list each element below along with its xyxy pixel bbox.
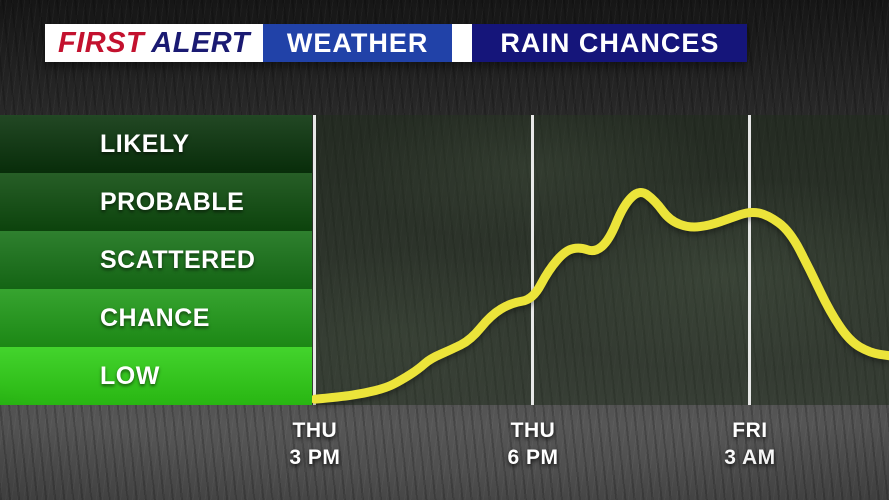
y-axis-bands: LIKELY PROBABLE SCATTERED CHANCE LOW bbox=[0, 115, 312, 405]
x-tick-thu-3pm: THU 3 PM bbox=[289, 417, 340, 471]
gridline bbox=[313, 115, 317, 405]
gridline bbox=[748, 115, 752, 405]
header-bar: FIRST ALERT WEATHER RAIN CHANCES bbox=[45, 24, 748, 62]
y-band-label: LIKELY bbox=[100, 129, 190, 158]
y-band-scattered: SCATTERED bbox=[0, 231, 312, 289]
x-axis-labels: THU 3 PM THU 6 PM FRI 3 AM bbox=[289, 417, 889, 479]
y-band-chance: CHANCE bbox=[0, 289, 312, 347]
rain-chance-curve bbox=[312, 188, 889, 404]
x-tick-day: THU bbox=[292, 419, 338, 442]
y-band-label: LOW bbox=[100, 361, 160, 390]
chart-plot-area bbox=[312, 115, 889, 405]
x-tick-day: THU bbox=[510, 419, 556, 442]
logo-alert-text: ALERT bbox=[151, 26, 250, 59]
weather-label: WEATHER bbox=[262, 24, 453, 62]
gridline bbox=[531, 115, 535, 405]
y-band-probable: PROBABLE bbox=[0, 173, 312, 231]
x-tick-thu-6pm: THU 6 PM bbox=[507, 417, 558, 471]
page-title: RAIN CHANCES bbox=[472, 24, 748, 62]
y-band-label: SCATTERED bbox=[100, 245, 256, 274]
x-tick-time: 3 PM bbox=[289, 446, 341, 469]
x-tick-time: 3 AM bbox=[724, 446, 776, 469]
x-tick-time: 6 PM bbox=[507, 446, 559, 469]
rain-chance-line bbox=[312, 188, 889, 404]
logo-first-text: FIRST bbox=[58, 26, 145, 59]
y-band-likely: LIKELY bbox=[0, 115, 312, 173]
y-band-label: PROBABLE bbox=[100, 187, 245, 216]
y-band-label: CHANCE bbox=[100, 303, 210, 332]
x-tick-day: FRI bbox=[732, 419, 768, 442]
x-tick-fri-3am: FRI 3 AM bbox=[724, 417, 775, 471]
y-band-low: LOW bbox=[0, 347, 312, 405]
first-alert-logo: FIRST ALERT bbox=[45, 24, 263, 62]
header-divider bbox=[452, 24, 473, 62]
